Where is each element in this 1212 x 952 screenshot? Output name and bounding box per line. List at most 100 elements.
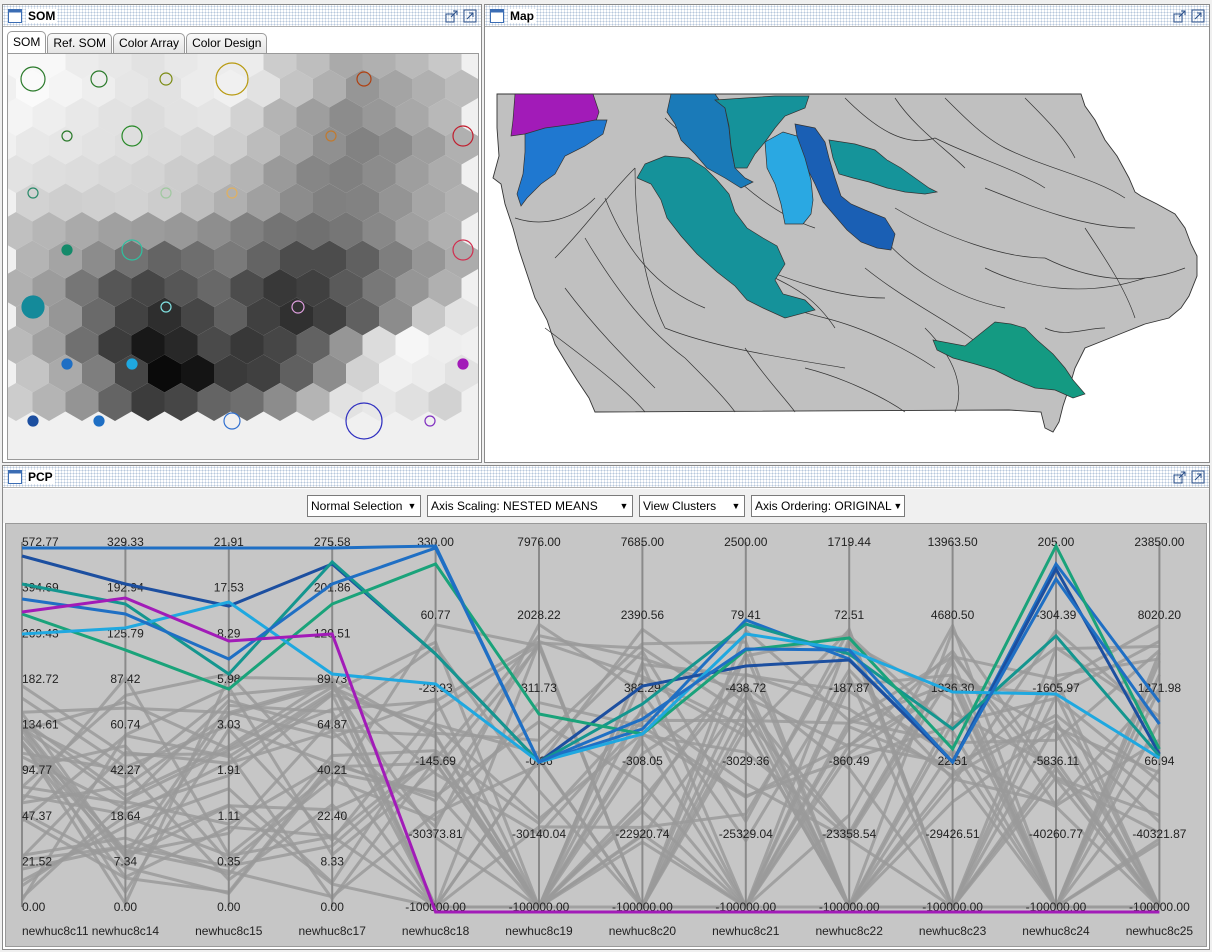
som-node-circle[interactable] (452, 239, 474, 261)
som-hexagon[interactable] (445, 297, 478, 336)
som-hexagon[interactable] (230, 98, 264, 136)
som-hexagon[interactable] (148, 240, 181, 279)
som-hexagon[interactable] (32, 326, 66, 364)
som-node-circle[interactable] (424, 415, 436, 427)
maximize-icon[interactable] (1191, 9, 1205, 23)
som-hexagon[interactable] (131, 155, 165, 193)
som-hexagon[interactable] (247, 240, 280, 279)
som-hexagon[interactable] (412, 69, 445, 108)
som-hexagon[interactable] (181, 69, 214, 108)
som-hexagon[interactable] (164, 155, 198, 193)
som-node-circle[interactable] (160, 301, 172, 313)
som-hexagon[interactable] (214, 126, 247, 165)
som-hexagon[interactable] (49, 126, 82, 165)
restore-icon[interactable] (1173, 9, 1187, 23)
tab-color-design[interactable]: Color Design (186, 33, 268, 53)
som-hexagon[interactable] (362, 155, 396, 193)
som-hexagon[interactable] (148, 69, 181, 108)
som-hexagon[interactable] (379, 297, 412, 336)
som-hexagon[interactable] (230, 383, 264, 421)
som-hexagon[interactable] (16, 69, 49, 108)
som-hexagon[interactable] (65, 54, 99, 79)
som-hexagon[interactable] (49, 183, 82, 222)
som-hexagon[interactable] (428, 54, 462, 79)
som-node-circle[interactable] (452, 125, 474, 147)
som-hexagon[interactable] (247, 126, 280, 165)
som-hexagon[interactable] (313, 240, 346, 279)
som-hexagon[interactable] (362, 98, 396, 136)
som-hexagon[interactable] (65, 269, 99, 307)
tab-ref-som[interactable]: Ref. SOM (47, 33, 113, 53)
som-hexagon[interactable] (280, 354, 313, 393)
som-node-circle[interactable] (457, 358, 469, 370)
som-hexagon[interactable] (181, 126, 214, 165)
som-hexagon[interactable] (82, 354, 115, 393)
som-hexagon[interactable] (263, 326, 297, 364)
som-node-circle[interactable] (215, 62, 249, 96)
som-hexagon[interactable] (115, 69, 148, 108)
som-hexagon[interactable] (164, 269, 198, 307)
som-hexagon[interactable] (164, 212, 198, 250)
som-hexagon[interactable] (362, 383, 396, 421)
som-hexagon[interactable] (263, 54, 297, 79)
axis-ordering-select[interactable]: Axis Ordering: ORIGINAL ▼ (751, 495, 905, 517)
selection-mode-select[interactable]: Normal Selection ▼ (307, 495, 421, 517)
record-line[interactable] (21, 640, 1160, 909)
som-hexagon[interactable] (131, 326, 165, 364)
axis-scaling-select[interactable]: Axis Scaling: NESTED MEANS ▼ (427, 495, 633, 517)
som-hexagon[interactable] (412, 354, 445, 393)
som-hexagon[interactable] (379, 183, 412, 222)
som-node-circle[interactable] (27, 415, 39, 427)
som-hexagon[interactable] (230, 269, 264, 307)
som-hexagon[interactable] (148, 297, 181, 336)
som-hexagon[interactable] (98, 98, 132, 136)
restore-icon[interactable] (1173, 470, 1187, 484)
som-node-circle[interactable] (93, 415, 105, 427)
som-hexagon[interactable] (412, 126, 445, 165)
som-hexagon[interactable] (428, 155, 462, 193)
som-node-circle[interactable] (126, 358, 138, 370)
som-hexagon[interactable] (131, 383, 165, 421)
som-hexagon[interactable] (115, 183, 148, 222)
som-hexagon[interactable] (395, 212, 429, 250)
som-hexagon[interactable] (197, 54, 231, 79)
som-hexagon[interactable] (8, 212, 33, 250)
som-hexagon[interactable] (98, 155, 132, 193)
som-node-circle[interactable] (121, 239, 143, 261)
som-hexagon[interactable] (346, 240, 379, 279)
som-hexagon[interactable] (428, 326, 462, 364)
som-hexagon[interactable] (197, 326, 231, 364)
som-hexagon[interactable] (131, 269, 165, 307)
som-hexagon[interactable] (164, 383, 198, 421)
som-hexagon[interactable] (379, 354, 412, 393)
som-hexagon[interactable] (313, 69, 346, 108)
som-hexagon[interactable] (8, 54, 33, 79)
record-line[interactable] (21, 673, 1161, 910)
som-hexagon[interactable] (445, 183, 478, 222)
som-hexagon[interactable] (82, 183, 115, 222)
som-node-circle[interactable] (61, 244, 73, 256)
record-line[interactable] (21, 709, 1161, 909)
som-hexagon[interactable] (263, 155, 297, 193)
som-hexagon[interactable] (32, 212, 66, 250)
som-hexagon[interactable] (296, 212, 330, 250)
record-line[interactable] (21, 634, 1161, 911)
som-node-circle[interactable] (226, 187, 238, 199)
record-line[interactable] (20, 627, 1161, 911)
som-hexagon[interactable] (280, 126, 313, 165)
som-hexagon[interactable] (32, 269, 66, 307)
som-hexagon[interactable] (230, 212, 264, 250)
som-node-circle[interactable] (223, 412, 241, 430)
som-hexagon[interactable] (82, 240, 115, 279)
som-node-circle[interactable] (121, 125, 143, 147)
som-hexagon[interactable] (329, 54, 363, 79)
som-hexagon[interactable] (296, 326, 330, 364)
tab-color-array[interactable]: Color Array (113, 33, 186, 53)
som-hexagon[interactable] (395, 326, 429, 364)
som-hexagon[interactable] (8, 383, 33, 421)
som-hexagon[interactable] (115, 297, 148, 336)
som-hexagon[interactable] (214, 240, 247, 279)
restore-icon[interactable] (445, 9, 459, 23)
som-hexagon[interactable] (16, 354, 49, 393)
som-hexagon[interactable] (16, 183, 49, 222)
